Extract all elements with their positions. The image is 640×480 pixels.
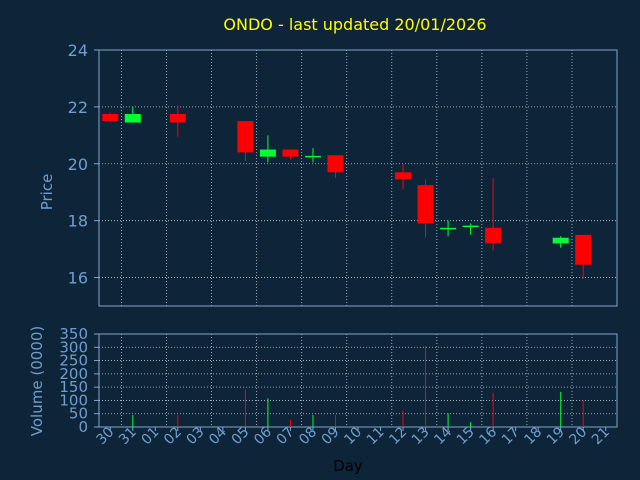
candle-body [395,172,412,180]
candle-body [485,227,502,244]
candle-body [575,234,592,265]
price-axis-label: Price [38,174,56,211]
volume-tick-label: 250 [59,352,88,370]
volume-axis-label: Volume (0000) [28,326,46,436]
candle-body [237,121,254,153]
price-tick-label: 18 [68,212,88,231]
volume-tick-label: 100 [59,391,88,409]
candle-body [102,114,119,122]
candle-body [417,185,434,224]
volume-tick-label: 0 [78,418,88,436]
volume-tick-label: 350 [59,325,88,343]
price-tick-label: 20 [68,155,88,174]
price-tick-label: 22 [68,98,88,117]
price-tick-label: 16 [68,269,88,288]
volume-tick-label: 300 [59,338,88,356]
candle-body [282,149,299,157]
chart-title: ONDO - last updated 20/01/2026 [223,15,486,34]
candle-body [259,149,276,157]
day-axis-label: Day [333,457,363,475]
volume-tick-label: 150 [59,378,88,396]
price-tick-label: 24 [68,41,88,60]
price-panel: 16 18 20 22 24 [68,41,618,307]
candle-body [552,237,569,244]
volume-tick-label: 200 [59,365,88,383]
candle-body [169,114,186,123]
candle-body [327,155,344,173]
volume-tick-label: 50 [69,405,88,423]
price-plot-frame [98,49,618,307]
candle-body [124,114,141,123]
